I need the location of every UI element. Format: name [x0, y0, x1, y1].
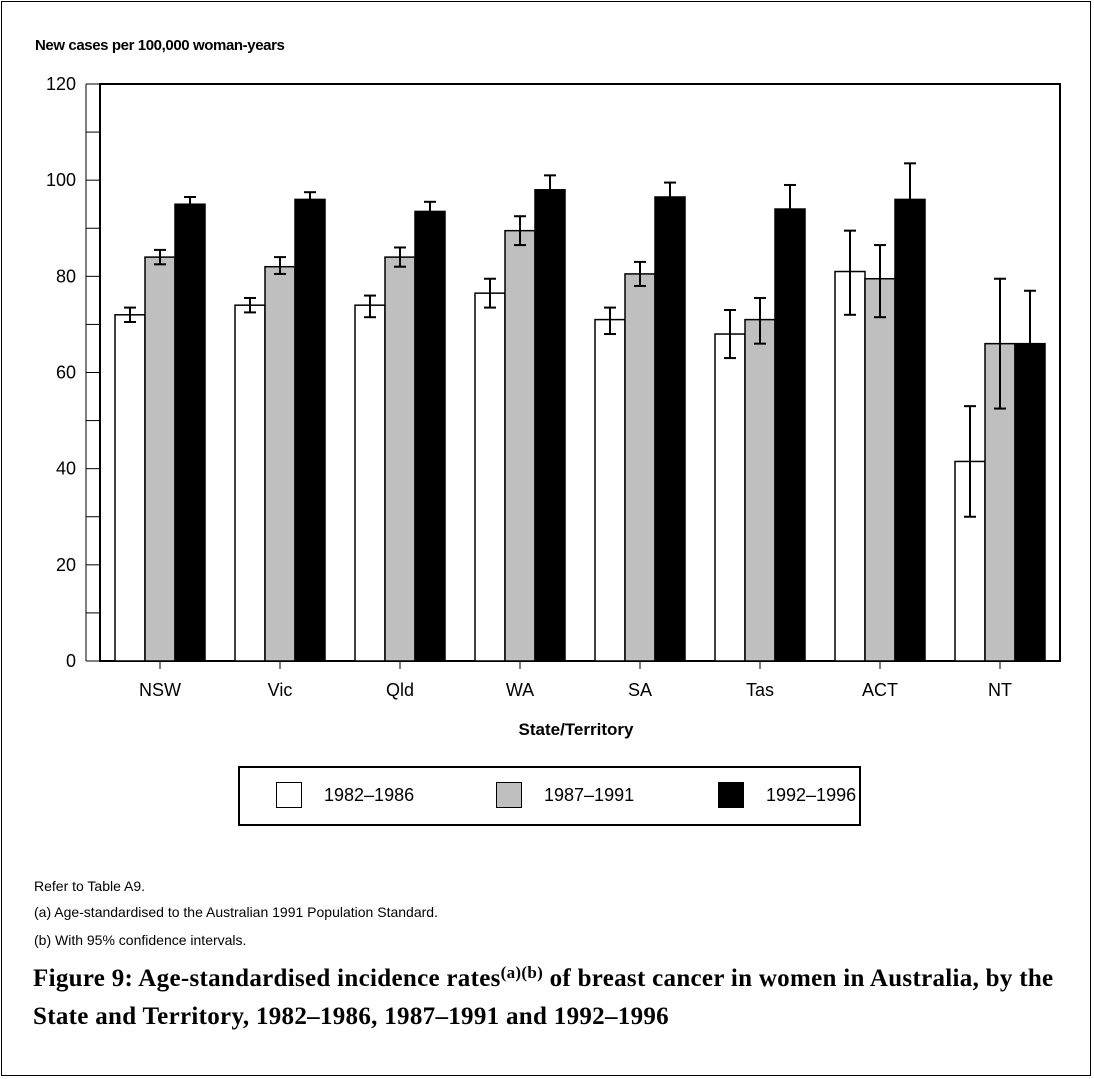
y-tick-label: 120 [46, 74, 76, 94]
y-tick-label: 20 [56, 555, 76, 575]
y-tick-label: 0 [66, 651, 76, 671]
bar [1014, 342, 1046, 662]
y-axis: 0 20 40 60 80 100 120 [46, 74, 100, 671]
bar [114, 314, 146, 662]
bar [834, 270, 866, 662]
bar [744, 318, 776, 662]
x-tick-label: ACT [862, 680, 898, 700]
caption-text: Figure 9: Age-standardised incidence rat… [33, 965, 501, 992]
y-tick-label: 80 [56, 266, 76, 286]
bar [504, 229, 536, 662]
bar [624, 273, 656, 662]
y-tick-label: 40 [56, 459, 76, 479]
caption-superscript: (a)(b) [500, 963, 544, 982]
y-axis-label: New cases per 100,000 woman-years [35, 37, 285, 54]
bar [654, 196, 686, 662]
bar [384, 256, 416, 662]
note-b: (b) With 95% confidence intervals. [34, 932, 247, 948]
legend-swatch-grey [496, 782, 522, 808]
x-tick-label: NSW [139, 680, 181, 700]
x-tick-label: Qld [386, 680, 414, 700]
bar [594, 318, 626, 662]
figure-caption: Figure 9: Age-standardised incidence rat… [33, 954, 1073, 1036]
bars [114, 189, 1046, 662]
x-tick-label: WA [506, 680, 534, 700]
x-tick-label: Vic [268, 680, 293, 700]
bar [264, 265, 296, 662]
note-refer: Refer to Table A9. [34, 878, 146, 894]
bar [894, 198, 926, 662]
bar [414, 210, 446, 662]
legend: 1982–1986 1987–1991 1992–1996 [238, 766, 861, 826]
bar-chart: New cases per 100,000 woman-years 0 20 40 6… [35, 37, 1061, 739]
y-tick-label: 60 [56, 363, 76, 383]
x-axis: NSW Vic Qld WA SA Tas ACT NT [139, 661, 1012, 700]
bar [294, 198, 326, 662]
x-tick-label: Tas [746, 680, 774, 700]
legend-label: 1992–1996 [766, 784, 857, 805]
y-tick-label: 100 [46, 170, 76, 190]
legend-swatch-white [276, 782, 302, 808]
legend-swatch-black [718, 782, 744, 808]
error-bars [124, 162, 1036, 518]
legend-label: 1982–1986 [324, 784, 415, 805]
x-axis-label: State/Territory [519, 720, 634, 739]
legend-label: 1987–1991 [544, 784, 635, 805]
bar [354, 304, 386, 662]
bar [234, 304, 266, 662]
bar [774, 208, 806, 662]
caption-text-continued: of breast cancer in women in Australia, … [33, 965, 1054, 1030]
legend-item-1987-1991: 1987–1991 [496, 782, 634, 808]
bar [714, 333, 746, 662]
legend-item-1982-1986: 1982–1986 [276, 782, 414, 808]
note-a: (a) Age-standardised to the Australian 1… [34, 904, 438, 920]
bar [174, 203, 206, 662]
bar [864, 277, 896, 662]
bar [144, 256, 176, 662]
x-tick-label: SA [628, 680, 652, 700]
legend-item-1992-1996: 1992–1996 [718, 782, 856, 808]
x-tick-label: NT [988, 680, 1012, 700]
bar [474, 292, 506, 662]
bar [534, 189, 566, 662]
